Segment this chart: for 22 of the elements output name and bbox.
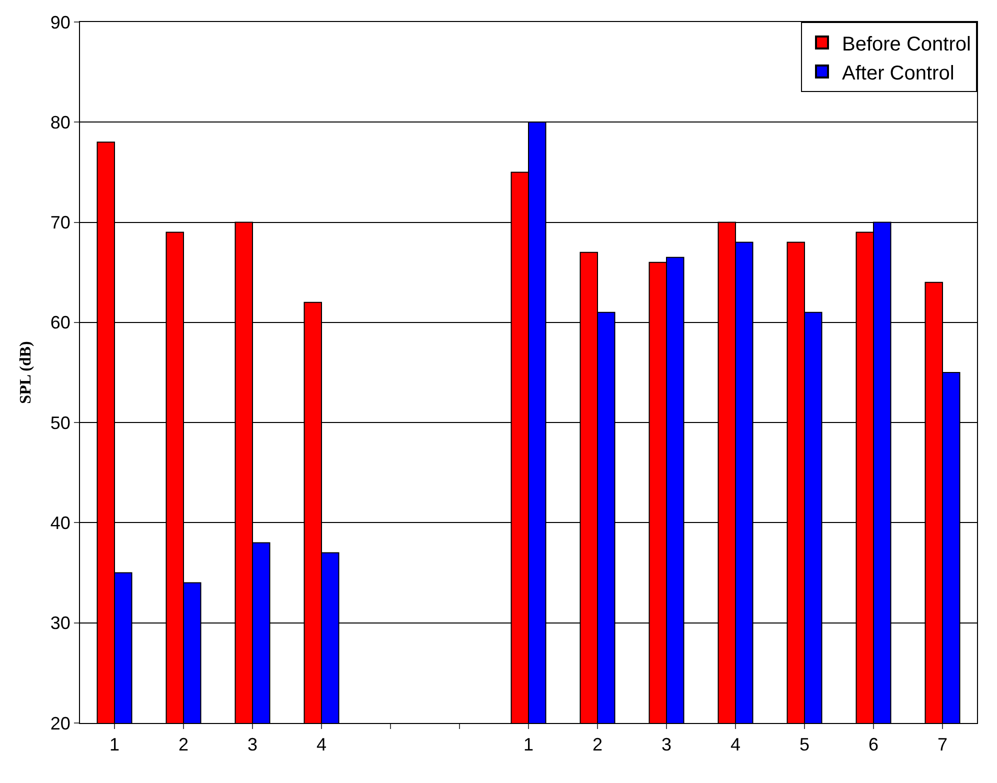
y-tick-label: 70 (50, 212, 70, 233)
x-tick-label: 4 (316, 734, 327, 755)
x-tick-label: 2 (592, 734, 603, 755)
x-tick-label: 5 (799, 734, 810, 755)
x-tick-label: 3 (661, 734, 672, 755)
y-tick-label: 60 (50, 312, 70, 333)
y-tick-label: 20 (50, 713, 70, 734)
y-tick-label: 80 (50, 112, 70, 132)
y-tick-label: 30 (50, 613, 70, 634)
y-tick-label: 40 (50, 513, 70, 534)
legend-label: Before Control (842, 33, 971, 56)
y-tick-label: 90 (50, 12, 70, 32)
x-tick-label: 7 (937, 734, 948, 755)
x-tick-label: 4 (730, 734, 741, 755)
x-tick-label: 3 (247, 734, 258, 755)
y-axis-title: SPL (dB) (17, 341, 34, 404)
x-tick-label: 1 (523, 734, 534, 755)
x-tick-label: 1 (109, 734, 120, 755)
x-tick-label: 6 (868, 734, 879, 755)
y-tick-label: 50 (50, 412, 70, 433)
x-tick-label: 2 (178, 734, 189, 755)
legend-label: After Control (842, 62, 954, 84)
